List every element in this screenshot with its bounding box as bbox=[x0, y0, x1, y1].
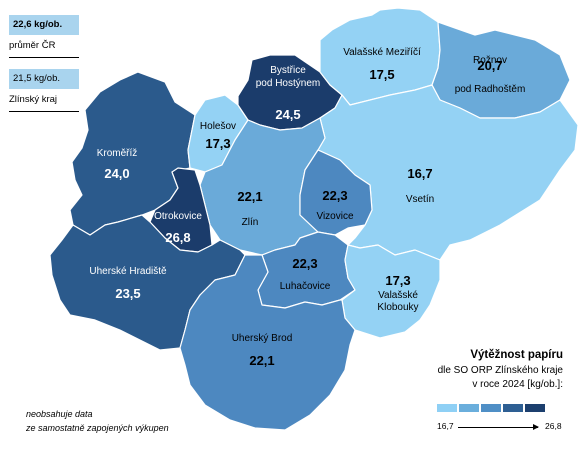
region-value-uh: 23,5 bbox=[115, 286, 140, 301]
footnote-line2: ze samostatně zapojených výkupen bbox=[26, 423, 169, 433]
region-name-otrokovice: Otrokovice bbox=[154, 211, 202, 222]
cr-underline bbox=[9, 57, 79, 58]
region-name-vsetin: Vsetín bbox=[406, 194, 434, 205]
region-value-valmez: 17,5 bbox=[369, 67, 394, 82]
color-scale bbox=[436, 403, 546, 413]
region-vizovice[interactable] bbox=[299, 149, 373, 236]
scale-swatch-3 bbox=[480, 403, 502, 413]
zk-average-label: Zlínský kraj bbox=[9, 94, 58, 105]
region-value-bystrice: 24,5 bbox=[275, 107, 300, 122]
scale-swatch-4 bbox=[502, 403, 524, 413]
region-name-valmez: Valašské Meziříčí bbox=[343, 47, 421, 58]
region-name-kromeriz: Kroměříž bbox=[97, 148, 138, 159]
region-name-holesov: Holešov bbox=[200, 121, 236, 132]
region-value-vizovice: 22,3 bbox=[322, 188, 347, 203]
zk-underline bbox=[9, 111, 79, 112]
region-name-uh: Uherské Hradiště bbox=[89, 266, 167, 277]
region-name-zlin: Zlín bbox=[242, 217, 259, 228]
region-value-valklob: 17,3 bbox=[385, 273, 410, 288]
region-value-luhacovice: 22,3 bbox=[292, 256, 317, 271]
scale-swatch-2 bbox=[458, 403, 480, 413]
legend-title: Výtěžnost papíru bbox=[470, 349, 563, 361]
region-value-vsetin: 16,7 bbox=[407, 166, 432, 181]
region-ub[interactable] bbox=[179, 254, 356, 431]
region-name2-roznov: pod Radhoštěm bbox=[455, 84, 526, 95]
region-name2-bystrice: pod Hostýnem bbox=[256, 78, 320, 89]
region-name-ub: Uherský Brod bbox=[232, 333, 293, 344]
scale-swatch-5 bbox=[524, 403, 546, 413]
region-value-roznov: 20,7 bbox=[477, 58, 502, 73]
region-value-ub: 22,1 bbox=[249, 353, 274, 368]
scale-arrow bbox=[458, 424, 539, 430]
region-name-vizovice: Vizovice bbox=[316, 211, 353, 222]
legend-subtitle: dle SO ORP Zlínského kraje v roce 2024 [… bbox=[438, 364, 563, 392]
region-name2-valklob: Klobouky bbox=[377, 302, 418, 313]
region-value-holesov: 17,3 bbox=[205, 136, 230, 151]
scale-max-label: 26,8 bbox=[545, 421, 562, 431]
region-name-valklob: Valašské bbox=[378, 290, 418, 301]
legend-subtitle-line2: v roce 2024 [kg/ob.]: bbox=[472, 379, 563, 390]
cr-average-box: 22,6 kg/ob. bbox=[9, 15, 79, 35]
footnote-line1: neobsahuje data bbox=[26, 409, 93, 419]
zk-average-box: 21,5 kg/ob. bbox=[9, 69, 79, 89]
footnote: neobsahuje data ze samostatně zapojených… bbox=[26, 407, 169, 435]
cr-average-label: průměr ČR bbox=[9, 40, 56, 51]
scale-swatch-1 bbox=[436, 403, 458, 413]
region-value-otrokovice: 26,8 bbox=[165, 230, 190, 245]
region-name-bystrice: Bystřice bbox=[270, 65, 306, 76]
region-name-luhacovice: Luhačovice bbox=[280, 281, 331, 292]
region-value-kromeriz: 24,0 bbox=[104, 166, 129, 181]
region-valklob[interactable] bbox=[341, 244, 441, 339]
scale-min-label: 16,7 bbox=[437, 421, 454, 431]
legend-subtitle-line1: dle SO ORP Zlínského kraje bbox=[437, 365, 563, 376]
region-value-zlin: 22,1 bbox=[237, 189, 262, 204]
region-name-roznov: Rožnov bbox=[473, 55, 507, 66]
